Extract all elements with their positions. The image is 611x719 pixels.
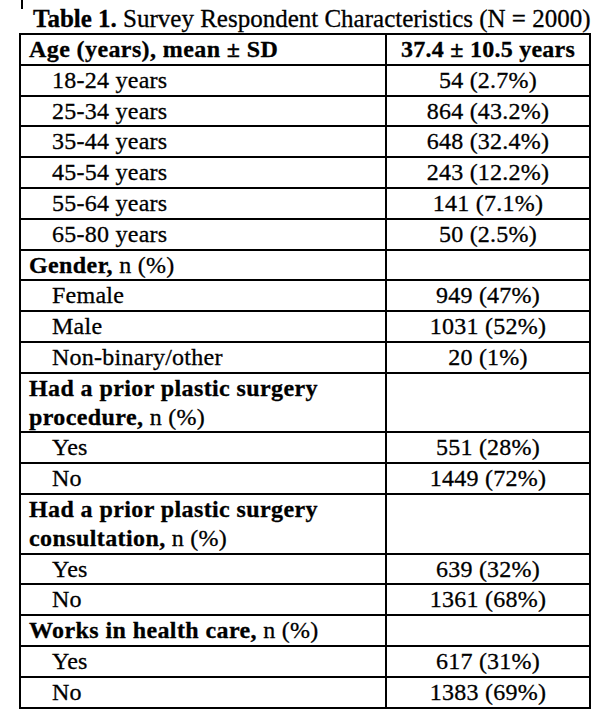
- row-label: 55-64 years: [20, 188, 386, 219]
- row-value: 1449 (72%): [386, 463, 590, 494]
- row-value: 551 (28%): [386, 432, 590, 463]
- row-label: Yes: [20, 554, 386, 585]
- table-row: Yes639 (32%): [20, 554, 590, 585]
- row-label: 45-54 years: [20, 157, 386, 188]
- table-row: Works in health care, n (%): [20, 615, 590, 646]
- row-label: Yes: [20, 432, 386, 463]
- row-label: Had a prior plastic surgery procedure, n…: [20, 373, 386, 433]
- row-label: 25-34 years: [20, 96, 386, 127]
- row-value: [386, 373, 590, 433]
- row-label: 18-24 years: [20, 65, 386, 96]
- table-row: No1383 (69%): [20, 677, 590, 708]
- table-row: No1361 (68%): [20, 584, 590, 615]
- table-row: Had a prior plastic surgery consultation…: [20, 494, 590, 554]
- row-value: 1361 (68%): [386, 584, 590, 615]
- row-label: 35-44 years: [20, 126, 386, 157]
- row-label: Gender, n (%): [20, 250, 386, 281]
- row-value: 949 (47%): [386, 280, 590, 311]
- row-value: 639 (32%): [386, 554, 590, 585]
- row-value: [386, 615, 590, 646]
- table-row: Female949 (47%): [20, 280, 590, 311]
- row-label: No: [20, 584, 386, 615]
- text-cursor: [21, 0, 23, 9]
- table-row: Yes551 (28%): [20, 432, 590, 463]
- row-value: 1383 (69%): [386, 677, 590, 708]
- row-value: [386, 250, 590, 281]
- row-label: Had a prior plastic surgery consultation…: [20, 494, 386, 554]
- row-value: [386, 494, 590, 554]
- row-value: 20 (1%): [386, 342, 590, 373]
- row-label: Works in health care, n (%): [20, 615, 386, 646]
- table-row: No1449 (72%): [20, 463, 590, 494]
- table-title-text: Survey Respondent Characteristics (N = 2…: [117, 5, 591, 32]
- row-value: 243 (12.2%): [386, 157, 590, 188]
- row-value: 864 (43.2%): [386, 96, 590, 127]
- row-label: Yes: [20, 646, 386, 677]
- row-value: 50 (2.5%): [386, 219, 590, 250]
- row-value: 617 (31%): [386, 646, 590, 677]
- row-value: 54 (2.7%): [386, 65, 590, 96]
- table-row: 45-54 years243 (12.2%): [20, 157, 590, 188]
- table-row: Non-binary/other20 (1%): [20, 342, 590, 373]
- table-row: 18-24 years54 (2.7%): [20, 65, 590, 96]
- row-label: No: [20, 677, 386, 708]
- row-label: Age (years), mean ± SD: [20, 34, 386, 65]
- row-value: 37.4 ± 10.5 years: [386, 34, 590, 65]
- table-row: 35-44 years648 (32.4%): [20, 126, 590, 157]
- row-value: 141 (7.1%): [386, 188, 590, 219]
- table-row: Gender, n (%): [20, 250, 590, 281]
- table-row: 65-80 years50 (2.5%): [20, 219, 590, 250]
- table-row: 55-64 years141 (7.1%): [20, 188, 590, 219]
- table-row: Had a prior plastic surgery procedure, n…: [20, 373, 590, 433]
- table-row: Male1031 (52%): [20, 311, 590, 342]
- row-value: 1031 (52%): [386, 311, 590, 342]
- row-label: No: [20, 463, 386, 494]
- row-value: 648 (32.4%): [386, 126, 590, 157]
- table-title-label: Table 1.: [33, 5, 117, 32]
- survey-table-body: Age (years), mean ± SD37.4 ± 10.5 years1…: [20, 34, 590, 708]
- row-label: Male: [20, 311, 386, 342]
- row-label: 65-80 years: [20, 219, 386, 250]
- table-row: Yes617 (31%): [20, 646, 590, 677]
- table-row: Age (years), mean ± SD37.4 ± 10.5 years: [20, 34, 590, 65]
- survey-respondent-table: Age (years), mean ± SD37.4 ± 10.5 years1…: [19, 33, 591, 709]
- row-label: Female: [20, 280, 386, 311]
- row-label: Non-binary/other: [20, 342, 386, 373]
- table-row: 25-34 years864 (43.2%): [20, 96, 590, 127]
- table-title: Table 1. Survey Respondent Characteristi…: [33, 4, 591, 34]
